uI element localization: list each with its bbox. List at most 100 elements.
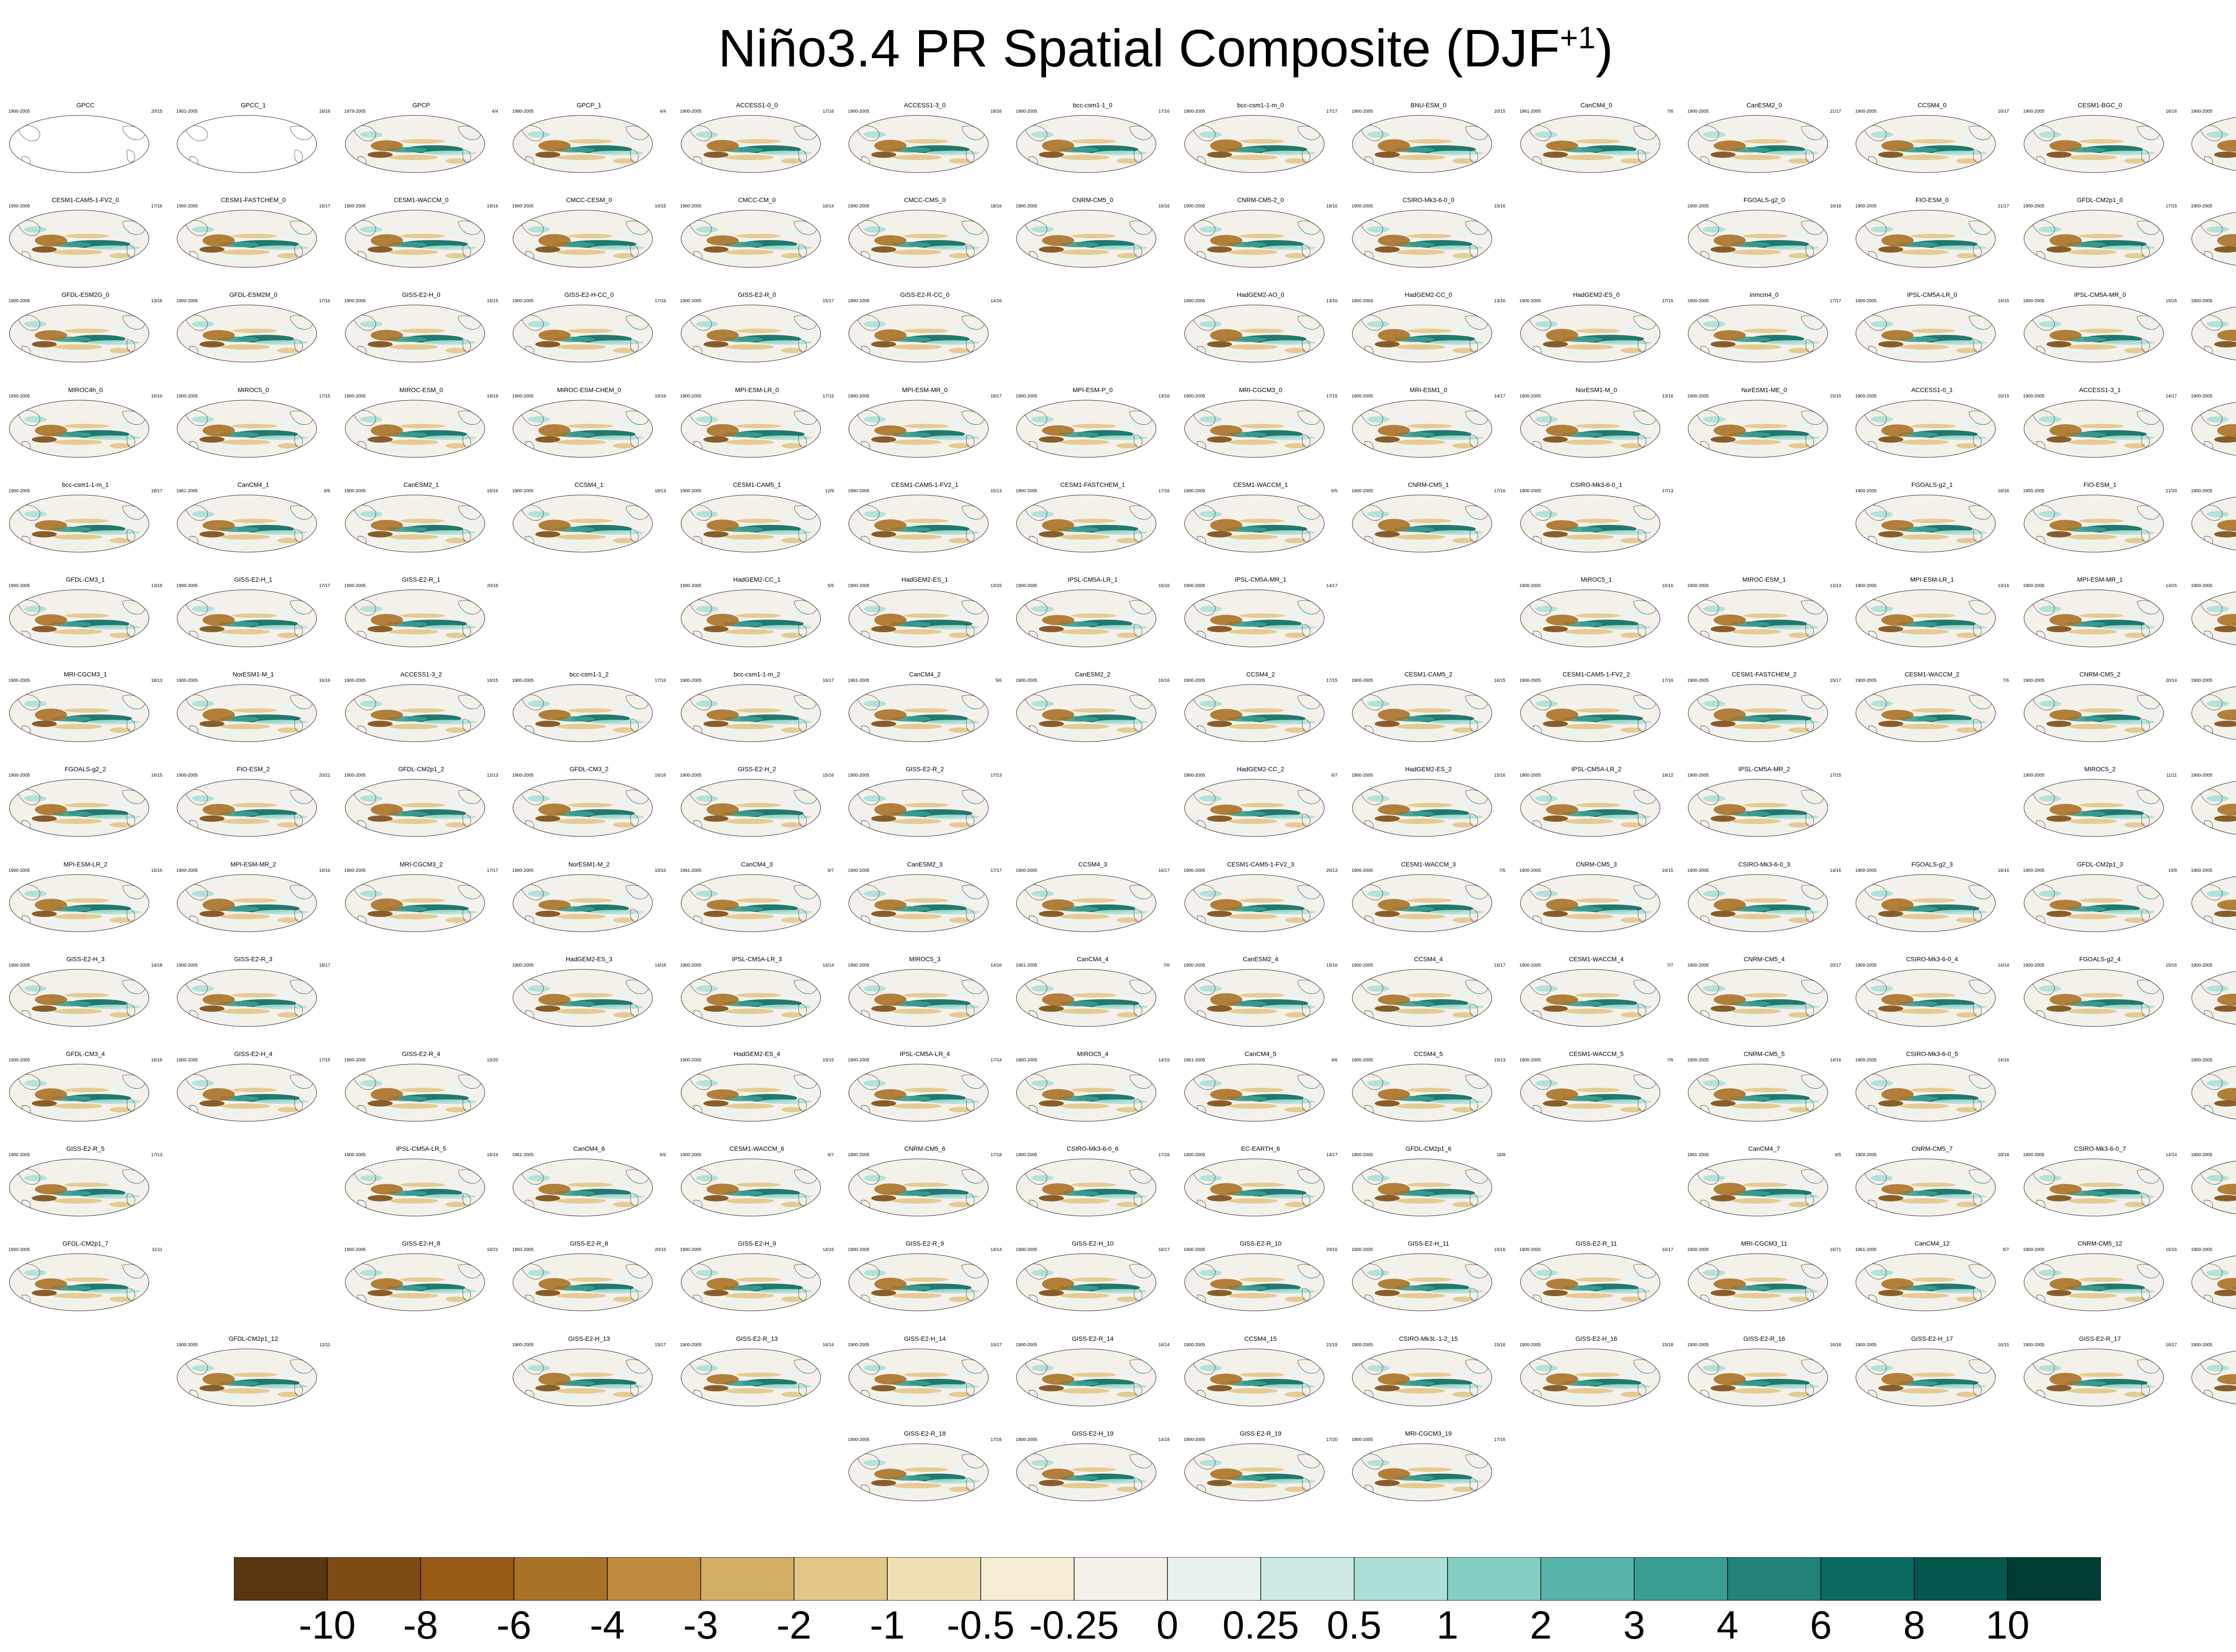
coastline [127,1004,135,1017]
wet-anomaly [888,161,915,166]
wet-anomaly [49,540,76,546]
dry-anomaly [1060,1483,1110,1488]
panel-map [848,1158,989,1217]
dry-anomaly [64,329,109,334]
dry-anomaly [1900,1103,1949,1109]
wet-anomaly [1392,1110,1419,1115]
dry-anomaly [1228,1198,1278,1204]
dry-anomaly [400,329,445,334]
map-border [512,115,653,173]
dry-anomaly [2046,1195,2071,1202]
dry-anomaly [277,253,299,259]
panel-map [1688,1253,1828,1311]
dry-anomaly [1542,1005,1568,1012]
map-panel: CESM1-WACCM_3 1900-2005 7/5 [1345,860,1512,936]
panel-event-count: 17/15 [822,393,834,399]
wet-anomaly [1056,1489,1083,1495]
dry-anomaly [703,152,728,158]
coastline [2199,600,2223,616]
coastline [1469,1478,1478,1491]
map-panel: GISS-E2-R_9 1900-2005 14/14 [842,1239,1008,1315]
panel-map [2024,1158,2164,1217]
dry-anomaly [1071,234,1117,239]
dry-anomaly [1900,629,1949,634]
dry-anomaly [1284,633,1306,638]
dry-anomaly [1788,443,1810,448]
coastline [689,1074,712,1090]
map-border [177,779,317,837]
dry-anomaly [1743,993,1788,997]
map-border [2191,876,2236,930]
panel-event-count: 20/21 [319,773,330,778]
panel-event-count: 14/17 [1326,583,1338,588]
dry-anomaly [199,721,225,727]
wet-anomaly [1224,351,1251,356]
map-background [1184,1254,1324,1311]
panel-map [1352,400,1492,458]
coastline [1360,1169,1383,1185]
panel-event-count: 16/15 [1662,868,1673,873]
panel-map [345,400,485,458]
panel-years: 1900-2005 [1687,1247,1709,1253]
dry-anomaly [1228,1293,1278,1299]
dry-anomaly [893,249,942,255]
coastline [1696,1169,1719,1185]
map-background [513,1254,653,1311]
panel-years: 1900-2005 [1519,1247,1541,1253]
map-border [2024,400,2164,458]
panel-event-count: 14/18 [151,963,162,968]
dry-anomaly [1564,724,1613,730]
panel-title: HadGEM2-ES_2 [1405,765,1452,773]
dry-anomaly [2214,815,2236,822]
coastline [1024,220,1047,236]
panel-title: GISS-E2-R_3 [234,955,273,963]
dry-anomaly [535,531,561,537]
map-background [1520,779,1660,837]
coastline [856,315,880,331]
coastline [521,1359,544,1374]
wet-anomaly [2126,894,2153,902]
panel-years: 1900-2005 [2023,868,2045,873]
dry-anomaly [1564,819,1613,824]
panel-title: CSIRO-Mk3L-1-2_15 [1399,1335,1458,1342]
map-panel: CESM1-FASTCHEM_1 1900-2005 17/16 [1009,481,1176,557]
wet-anomaly [447,894,474,902]
dry-anomaly [445,1202,467,1208]
wet-anomaly [951,515,978,522]
dry-anomaly [1743,139,1788,144]
coastline [1638,719,1646,732]
dry-anomaly [874,1278,906,1291]
colorbar-tick-label: -3 [683,1603,718,1647]
coastline [689,1359,712,1374]
map-background [1352,305,1492,363]
map-panel: GFDL-CM2p1_12 1900-2005 12/11 [170,1335,336,1411]
dry-anomaly [724,629,774,634]
wet-anomaly [216,445,244,451]
wet-anomaly [2206,321,2229,328]
panel-map [1855,400,1996,458]
dry-anomaly [1564,629,1613,634]
wet-anomaly [1871,985,1893,992]
wet-anomaly [1199,1270,1222,1276]
dry-anomaly [1039,1195,1064,1202]
map-background [1016,969,1156,1027]
dry-anomaly [1239,329,1284,334]
map-panel: HadGEM2-ES_2 1900-2005 15/16 [1345,765,1512,841]
coastline [1696,600,1719,616]
dry-anomaly [232,423,277,428]
dry-anomaly [1911,708,1956,713]
dry-anomaly [724,249,774,255]
dry-anomaly [613,1012,635,1018]
wet-anomaly [2206,795,2229,802]
dry-anomaly [32,531,57,537]
wet-anomaly [1199,226,1222,233]
panel-map [1016,1158,1156,1217]
dry-anomaly [2046,815,2071,822]
map-panel: GFDL-CM2p1_3 1900-2005 10/9 [2017,860,2183,936]
dry-anomaly [445,1107,467,1112]
dry-anomaly [613,443,635,448]
dry-anomaly [949,1486,970,1492]
dry-anomaly [949,1012,970,1018]
colorbar-swatch [1074,1557,1168,1601]
panel-map [2191,1159,2236,1217]
